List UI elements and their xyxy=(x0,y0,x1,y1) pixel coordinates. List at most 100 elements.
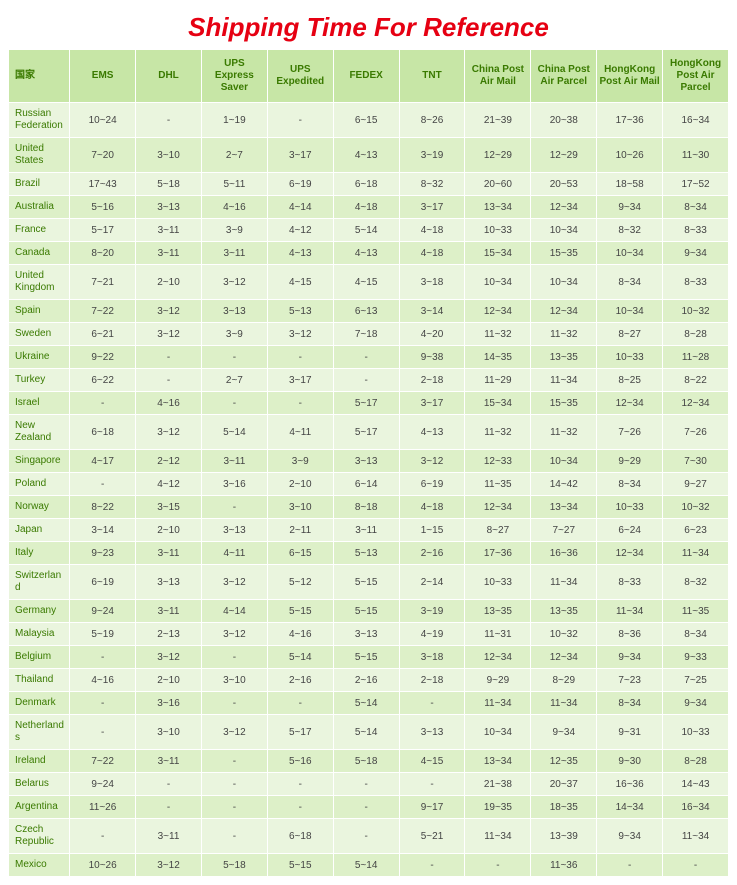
value-cell: 3~12 xyxy=(399,450,465,473)
value-cell: 14~43 xyxy=(663,773,729,796)
value-cell: 15~35 xyxy=(531,242,597,265)
country-cell: Spain xyxy=(9,300,70,323)
value-cell: 10~34 xyxy=(465,715,531,750)
value-cell: 11~30 xyxy=(663,138,729,173)
value-cell: 10~26 xyxy=(597,138,663,173)
value-cell: 10~24 xyxy=(70,103,136,138)
value-cell: 7~25 xyxy=(663,669,729,692)
value-cell: 7~22 xyxy=(70,750,136,773)
value-cell: 6~22 xyxy=(70,369,136,392)
value-cell: 8~26 xyxy=(399,103,465,138)
value-cell: 11~34 xyxy=(531,692,597,715)
value-cell: 21~38 xyxy=(465,773,531,796)
table-row: Germany9~243~114~145~155~153~1913~3513~3… xyxy=(9,600,729,623)
value-cell: - xyxy=(201,346,267,369)
value-cell: 8~22 xyxy=(663,369,729,392)
value-cell: 8~32 xyxy=(663,565,729,600)
column-header: TNT xyxy=(399,50,465,103)
value-cell: 3~14 xyxy=(70,519,136,542)
value-cell: 4~16 xyxy=(136,392,202,415)
value-cell: - xyxy=(201,750,267,773)
value-cell: 16~36 xyxy=(531,542,597,565)
value-cell: 17~52 xyxy=(663,173,729,196)
value-cell: - xyxy=(267,392,333,415)
table-row: Italy9~233~114~116~155~132~1617~3616~361… xyxy=(9,542,729,565)
value-cell: - xyxy=(201,773,267,796)
value-cell: 10~32 xyxy=(531,623,597,646)
country-cell: Germany xyxy=(9,600,70,623)
value-cell: 12~34 xyxy=(531,300,597,323)
table-body: Russian Federation10~24-1~19-6~158~2621~… xyxy=(9,103,729,877)
value-cell: 5~13 xyxy=(267,300,333,323)
country-cell: Argentina xyxy=(9,796,70,819)
value-cell: 11~34 xyxy=(663,542,729,565)
table-row: Sweden6~213~123~93~127~184~2011~3211~328… xyxy=(9,323,729,346)
column-header: HongKong Post Air Mail xyxy=(597,50,663,103)
table-row: France5~173~113~94~125~144~1810~3310~348… xyxy=(9,219,729,242)
value-cell: 3~10 xyxy=(267,496,333,519)
column-header: UPS Expedited xyxy=(267,50,333,103)
table-row: Brazil17~435~185~116~196~188~3220~6020~5… xyxy=(9,173,729,196)
value-cell: 4~15 xyxy=(399,750,465,773)
value-cell: 10~34 xyxy=(465,265,531,300)
country-cell: United States xyxy=(9,138,70,173)
value-cell: - xyxy=(267,103,333,138)
value-cell: 21~39 xyxy=(465,103,531,138)
value-cell: 5~17 xyxy=(333,415,399,450)
value-cell: 11~35 xyxy=(465,473,531,496)
value-cell: - xyxy=(70,715,136,750)
value-cell: - xyxy=(333,773,399,796)
value-cell: 3~13 xyxy=(399,715,465,750)
value-cell: 7~26 xyxy=(597,415,663,450)
table-row: Poland-4~123~162~106~146~1911~3514~428~3… xyxy=(9,473,729,496)
value-cell: 11~34 xyxy=(597,600,663,623)
value-cell: 4~11 xyxy=(267,415,333,450)
value-cell: 9~23 xyxy=(70,542,136,565)
value-cell: 4~18 xyxy=(399,242,465,265)
table-row: Turkey6~22-2~73~17-2~1811~2911~348~258~2… xyxy=(9,369,729,392)
value-cell: 6~18 xyxy=(333,173,399,196)
column-header: EMS xyxy=(70,50,136,103)
column-header: UPS Express Saver xyxy=(201,50,267,103)
value-cell: 4~13 xyxy=(333,242,399,265)
value-cell: 3~10 xyxy=(136,138,202,173)
value-cell: 3~12 xyxy=(201,265,267,300)
value-cell: 8~36 xyxy=(597,623,663,646)
value-cell: - xyxy=(70,692,136,715)
country-cell: Czech Republic xyxy=(9,819,70,854)
value-cell: 12~35 xyxy=(531,750,597,773)
value-cell: 11~32 xyxy=(465,415,531,450)
value-cell: 3~11 xyxy=(136,819,202,854)
value-cell: 3~11 xyxy=(136,750,202,773)
value-cell: 6~15 xyxy=(267,542,333,565)
value-cell: - xyxy=(136,773,202,796)
table-row: Singapore4~172~123~113~93~133~1212~3310~… xyxy=(9,450,729,473)
table-row: Denmark-3~16--5~14-11~3411~348~349~34 xyxy=(9,692,729,715)
value-cell: 6~19 xyxy=(399,473,465,496)
value-cell: 6~13 xyxy=(333,300,399,323)
value-cell: 5~18 xyxy=(136,173,202,196)
value-cell: 6~14 xyxy=(333,473,399,496)
value-cell: 3~13 xyxy=(136,196,202,219)
value-cell: - xyxy=(136,369,202,392)
value-cell: 11~36 xyxy=(531,854,597,877)
value-cell: 8~33 xyxy=(663,219,729,242)
value-cell: 4~13 xyxy=(267,242,333,265)
country-cell: Italy xyxy=(9,542,70,565)
value-cell: - xyxy=(201,496,267,519)
value-cell: 19~35 xyxy=(465,796,531,819)
value-cell: 5~15 xyxy=(267,600,333,623)
value-cell: 5~14 xyxy=(333,854,399,877)
value-cell: 11~35 xyxy=(663,600,729,623)
value-cell: 3~18 xyxy=(399,265,465,300)
value-cell: 3~10 xyxy=(136,715,202,750)
value-cell: 3~19 xyxy=(399,600,465,623)
table-row: Japan3~142~103~132~113~111~158~277~276~2… xyxy=(9,519,729,542)
value-cell: 3~12 xyxy=(136,323,202,346)
value-cell: 4~12 xyxy=(136,473,202,496)
country-cell: Ukraine xyxy=(9,346,70,369)
value-cell: 3~12 xyxy=(267,323,333,346)
value-cell: 10~32 xyxy=(663,496,729,519)
value-cell: 9~31 xyxy=(597,715,663,750)
value-cell: 3~13 xyxy=(136,565,202,600)
